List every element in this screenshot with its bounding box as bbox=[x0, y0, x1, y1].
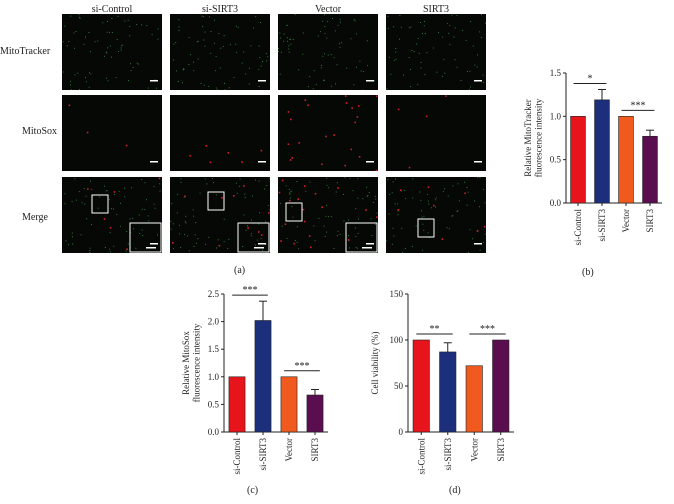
column-label-sirt3: SIRT3 bbox=[422, 4, 450, 15]
panel-label-d: (d) bbox=[449, 485, 461, 496]
panel-label-c: (c) bbox=[247, 485, 259, 496]
chart-d-cell-viability: 0 50 100 150 Cell viability (%) si-Control si-… bbox=[370, 289, 514, 475]
chart-d-xtick-label: SIRT3 bbox=[496, 438, 506, 462]
chart-b-significance-label: * bbox=[588, 73, 593, 84]
micrograph-mitotracker-si-sirt3 bbox=[170, 14, 270, 90]
chart-d-significance-label: *** bbox=[480, 324, 495, 335]
chart-c-ylabel: Relative MitoSoxfluorescence intensity bbox=[181, 323, 201, 402]
chart-d-xtick-label: Vector bbox=[469, 438, 479, 462]
chart-c-bar-vector bbox=[280, 376, 298, 433]
chart-c-ytick-label: 1.0 bbox=[208, 372, 220, 382]
row-label-mitotracker: MitoTracker bbox=[0, 46, 51, 57]
chart-c-ytick-label: 1.5 bbox=[208, 344, 220, 354]
row-label-mitosox: MitoSox bbox=[22, 126, 58, 137]
micrograph-mitosox-sirt3 bbox=[386, 95, 486, 171]
chart-d-bar-sirt3 bbox=[492, 339, 510, 433]
chart-b-xtick-label: si-Control bbox=[573, 209, 583, 246]
chart-b-xtick-label: SIRT3 bbox=[645, 209, 655, 233]
column-label-si-control: si-Control bbox=[91, 4, 133, 15]
chart-b-significance-label: *** bbox=[631, 100, 646, 111]
chart-d-xtick-label: si-SIRT3 bbox=[443, 438, 453, 471]
chart-d-xtick-label: si-Control bbox=[416, 438, 426, 475]
chart-c-bar-si-control bbox=[228, 376, 246, 433]
micrograph-mitotracker-si-control bbox=[62, 14, 162, 90]
micrograph-merge-sirt3 bbox=[386, 177, 486, 253]
chart-d-bar-si-control bbox=[412, 339, 430, 433]
chart-d-bar-vector bbox=[465, 365, 483, 433]
chart-d-bar-si-sirt3 bbox=[439, 351, 457, 433]
chart-b-xtick-label: Vector bbox=[621, 209, 631, 233]
panel-label-b: (b) bbox=[582, 267, 594, 278]
chart-c-xtick-label: si-Control bbox=[232, 438, 242, 475]
row-label-merge: Merge bbox=[22, 212, 48, 223]
micrograph-mitotracker-sirt3 bbox=[386, 14, 486, 90]
chart-b-bar-si-control bbox=[570, 116, 586, 204]
micrograph-merge-vector bbox=[278, 177, 378, 253]
chart-d-significance-label: ** bbox=[430, 324, 440, 335]
chart-c-ytick-label: 0.5 bbox=[208, 399, 220, 409]
micrograph-mitotracker-vector bbox=[278, 14, 378, 90]
micrograph-mitosox-si-control bbox=[62, 95, 162, 171]
chart-c-xtick-label: Vector bbox=[284, 438, 294, 462]
chart-b-ylabel: Relative MitoTrackerfluorescence intensi… bbox=[523, 98, 543, 177]
chart-c-xtick-label: SIRT3 bbox=[310, 438, 320, 462]
chart-d-ytick-label: 50 bbox=[394, 381, 404, 391]
chart-c-bar-sirt3 bbox=[306, 394, 324, 433]
column-label-vector: Vector bbox=[314, 4, 342, 15]
chart-d-ytick-label: 0 bbox=[399, 427, 404, 437]
chart-b-ytick-label: 1.5 bbox=[550, 68, 562, 78]
chart-b-ytick-label: 0.5 bbox=[550, 155, 562, 165]
chart-b-xtick-label: si-SIRT3 bbox=[597, 209, 607, 242]
chart-b-bar-vector bbox=[618, 116, 634, 204]
chart-c-ytick-label: 2.5 bbox=[208, 289, 220, 299]
column-label-si-sirt3: si-SIRT3 bbox=[201, 4, 239, 15]
chart-c-bar-si-sirt3 bbox=[254, 320, 272, 433]
micrograph-mitosox-vector bbox=[278, 95, 378, 171]
chart-b-ytick-label: 1.0 bbox=[550, 111, 562, 121]
chart-b-bar-sirt3 bbox=[642, 135, 658, 204]
chart-c-ytick-label: 0.0 bbox=[208, 427, 220, 437]
micrograph-merge-si-sirt3 bbox=[170, 177, 270, 253]
chart-b-bar-si-sirt3 bbox=[594, 99, 610, 204]
chart-c-mitosox: 0.0 0.5 1.0 1.5 2.0 2.5 Relative MitoSoxfluore… bbox=[181, 285, 328, 475]
chart-c-significance-label: *** bbox=[295, 361, 310, 372]
chart-c-significance-label: *** bbox=[243, 285, 258, 296]
chart-c-ytick-label: 2.0 bbox=[208, 317, 220, 327]
chart-d-ylabel: Cell viability (%) bbox=[370, 332, 380, 395]
panel-label-a: (a) bbox=[234, 265, 246, 276]
micrograph-mitosox-si-sirt3 bbox=[170, 95, 270, 171]
chart-c-xtick-label: si-SIRT3 bbox=[258, 438, 268, 471]
chart-b-mitotracker: 0.0 0.5 1.0 1.5 Relative MitoTrackerfluoresc… bbox=[523, 68, 662, 246]
chart-b-ytick-label: 0.0 bbox=[550, 198, 562, 208]
chart-d-ytick-label: 150 bbox=[390, 289, 404, 299]
micrograph-merge-si-control bbox=[62, 177, 162, 253]
chart-d-ytick-label: 100 bbox=[390, 335, 404, 345]
